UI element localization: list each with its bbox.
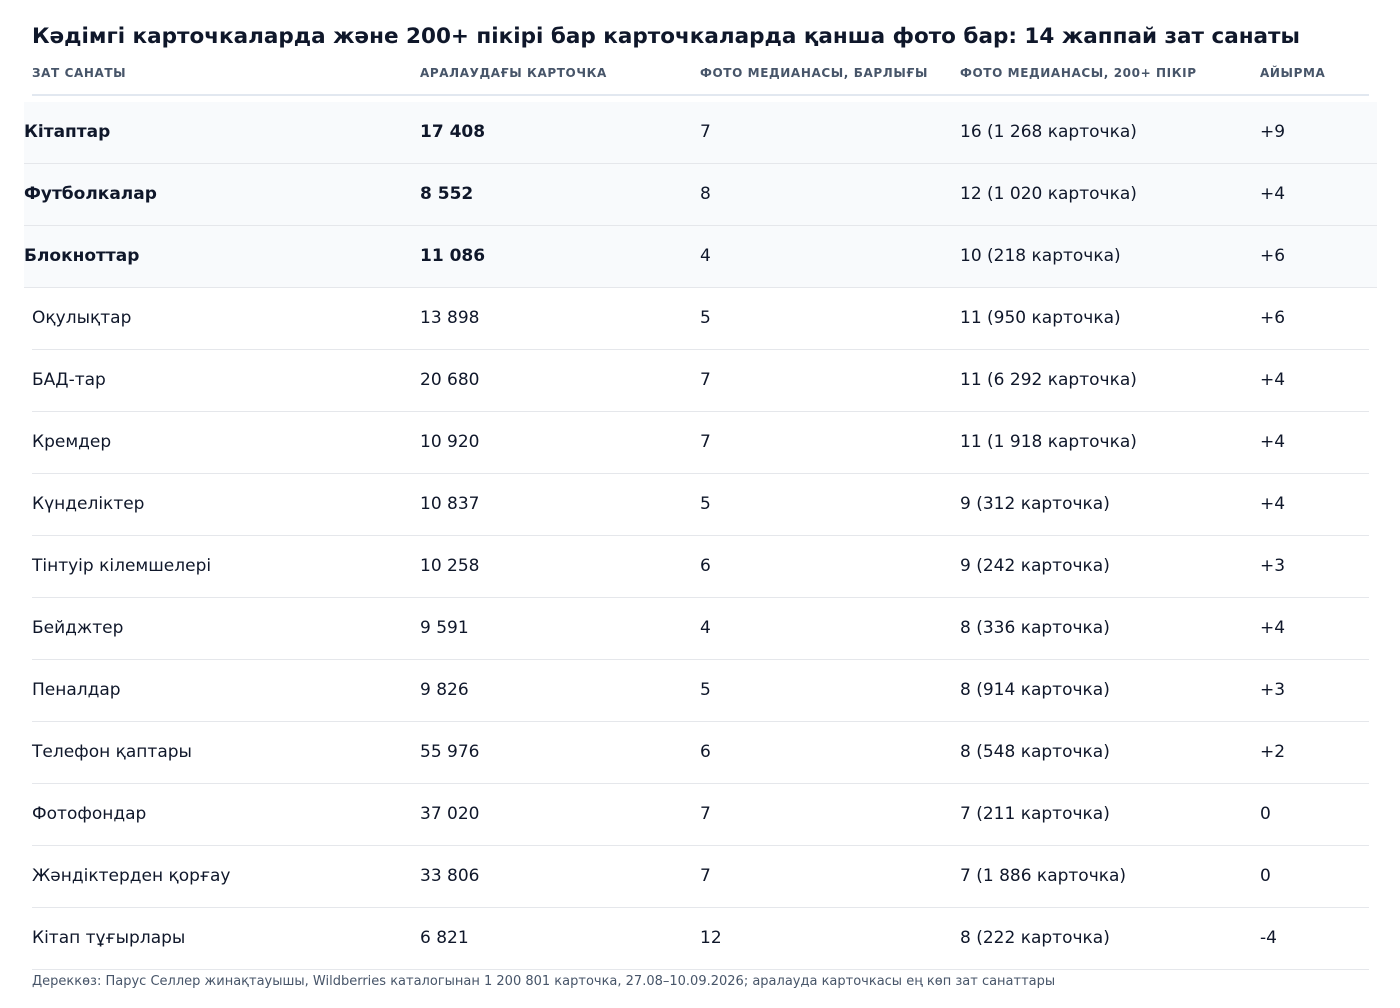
cell-diff: +4 bbox=[1260, 370, 1286, 390]
column-header-diff: АЙЫРМА bbox=[1260, 66, 1326, 80]
cell-median-200: 8 (222 карточка) bbox=[960, 928, 1110, 948]
cell-median-all: 5 bbox=[700, 308, 711, 328]
cell-diff: -4 bbox=[1260, 928, 1277, 948]
table-row: Жәндіктерден қорғау 33 806 7 7 (1 886 карто… bbox=[32, 846, 1369, 908]
cell-median-200: 7 (211 карточка) bbox=[960, 804, 1110, 824]
cell-median-all: 7 bbox=[700, 370, 711, 390]
cell-cards: 37 020 bbox=[420, 804, 480, 824]
cell-median-200: 8 (548 карточка) bbox=[960, 742, 1110, 762]
cell-cards: 8 552 bbox=[420, 184, 474, 204]
table-body: Кітаптар 17 408 7 16 (1 268 карточка) +9 Футб… bbox=[24, 102, 1377, 970]
cell-median-200: 9 (242 карточка) bbox=[960, 556, 1110, 576]
cell-median-200: 11 (1 918 карточка) bbox=[960, 432, 1137, 452]
cell-category: БАД-тар bbox=[32, 370, 106, 390]
cell-median-all: 7 bbox=[700, 804, 711, 824]
cell-cards: 9 826 bbox=[420, 680, 469, 700]
cell-category: Оқулықтар bbox=[32, 308, 132, 328]
cell-cards: 33 806 bbox=[420, 866, 480, 886]
cell-cards: 20 680 bbox=[420, 370, 480, 390]
cell-diff: +2 bbox=[1260, 742, 1286, 762]
cell-category: Жәндіктерден қорғау bbox=[32, 866, 231, 886]
cell-category: Пеналдар bbox=[32, 680, 121, 700]
cell-median-all: 8 bbox=[700, 184, 711, 204]
table-header: ЗАТ САНАТЫ АРАЛАУДАҒЫ КАРТОЧКА ФОТО МЕДИ… bbox=[32, 56, 1369, 96]
cell-diff: +3 bbox=[1260, 680, 1286, 700]
table-row: Футболкалар 8 552 8 12 (1 020 карточка) +4 bbox=[24, 164, 1377, 226]
cell-diff: +4 bbox=[1260, 184, 1286, 204]
cell-category: Кітаптар bbox=[24, 122, 111, 142]
cell-median-200: 12 (1 020 карточка) bbox=[960, 184, 1137, 204]
cell-diff: +4 bbox=[1260, 432, 1286, 452]
cell-diff: 0 bbox=[1260, 804, 1271, 824]
source-note: Дереккөз: Парус Селлер жинақтауышы, Wild… bbox=[32, 974, 1056, 989]
cell-category: Футболкалар bbox=[24, 184, 157, 204]
cell-cards: 10 258 bbox=[420, 556, 480, 576]
cell-category: Тінтуір кілемшелері bbox=[32, 556, 212, 576]
cell-median-all: 5 bbox=[700, 680, 711, 700]
cell-cards: 9 591 bbox=[420, 618, 469, 638]
cell-diff: +3 bbox=[1260, 556, 1286, 576]
cell-diff: +9 bbox=[1260, 122, 1286, 142]
cell-diff: +4 bbox=[1260, 618, 1286, 638]
table-row: Кітаптар 17 408 7 16 (1 268 карточка) +9 bbox=[24, 102, 1377, 164]
cell-cards: 10 837 bbox=[420, 494, 480, 514]
cell-category: Бейджтер bbox=[32, 618, 124, 638]
table-row: Күнделіктер 10 837 5 9 (312 карточка) +4 bbox=[32, 474, 1369, 536]
cell-median-200: 10 (218 карточка) bbox=[960, 246, 1121, 266]
table-card: Кәдімгі карточкаларда және 200+ пікірі б… bbox=[24, 22, 1377, 970]
table-row: Кремдер 10 920 7 11 (1 918 карточка) +4 bbox=[32, 412, 1369, 474]
cell-median-200: 8 (336 карточка) bbox=[960, 618, 1110, 638]
cell-category: Телефон қаптары bbox=[32, 742, 192, 762]
cell-median-all: 12 bbox=[700, 928, 722, 948]
table-row: Бейджтер 9 591 4 8 (336 карточка) +4 bbox=[32, 598, 1369, 660]
table-row: Кітап тұғырлары 6 821 12 8 (222 карточка) -4 bbox=[32, 908, 1369, 970]
cell-diff: 0 bbox=[1260, 866, 1271, 886]
table-row: БАД-тар 20 680 7 11 (6 292 карточка) +4 bbox=[32, 350, 1369, 412]
cell-cards: 6 821 bbox=[420, 928, 469, 948]
table-row: Блокноттар 11 086 4 10 (218 карточка) +6 bbox=[24, 226, 1377, 288]
cell-cards: 13 898 bbox=[420, 308, 480, 328]
cell-median-all: 7 bbox=[700, 432, 711, 452]
column-header-cards: АРАЛАУДАҒЫ КАРТОЧКА bbox=[420, 66, 607, 80]
column-header-category: ЗАТ САНАТЫ bbox=[32, 66, 127, 80]
cell-diff: +6 bbox=[1260, 246, 1286, 266]
cell-diff: +4 bbox=[1260, 494, 1286, 514]
cell-cards: 17 408 bbox=[420, 122, 486, 142]
cell-median-200: 11 (950 карточка) bbox=[960, 308, 1121, 328]
cell-category: Фотофондар bbox=[32, 804, 147, 824]
cell-median-200: 7 (1 886 карточка) bbox=[960, 866, 1127, 886]
column-header-median-all: ФОТО МЕДИАНАСЫ, БАРЛЫҒЫ bbox=[700, 66, 928, 80]
cell-median-200: 11 (6 292 карточка) bbox=[960, 370, 1137, 390]
table-row: Телефон қаптары 55 976 6 8 (548 карточка) +2 bbox=[32, 722, 1369, 784]
cell-median-all: 7 bbox=[700, 866, 711, 886]
cell-median-all: 6 bbox=[700, 556, 711, 576]
table-row: Тінтуір кілемшелері 10 258 6 9 (242 карточк… bbox=[32, 536, 1369, 598]
cell-median-200: 8 (914 карточка) bbox=[960, 680, 1110, 700]
cell-category: Күнделіктер bbox=[32, 494, 145, 514]
table-row: Пеналдар 9 826 5 8 (914 карточка) +3 bbox=[32, 660, 1369, 722]
column-header-median-200: ФОТО МЕДИАНАСЫ, 200+ ПІКІР bbox=[960, 66, 1197, 80]
cell-category: Блокноттар bbox=[24, 246, 140, 266]
cell-median-all: 5 bbox=[700, 494, 711, 514]
cell-cards: 55 976 bbox=[420, 742, 480, 762]
cell-median-200: 16 (1 268 карточка) bbox=[960, 122, 1137, 142]
cell-median-all: 6 bbox=[700, 742, 711, 762]
chart-title: Кәдімгі карточкаларда және 200+ пікірі б… bbox=[32, 24, 1300, 49]
cell-category: Кітап тұғырлары bbox=[32, 928, 186, 948]
cell-cards: 10 920 bbox=[420, 432, 480, 452]
cell-median-all: 4 bbox=[700, 246, 711, 266]
cell-median-200: 9 (312 карточка) bbox=[960, 494, 1110, 514]
table-row: Оқулықтар 13 898 5 11 (950 карточка) +6 bbox=[32, 288, 1369, 350]
cell-category: Кремдер bbox=[32, 432, 112, 452]
cell-diff: +6 bbox=[1260, 308, 1286, 328]
cell-median-all: 4 bbox=[700, 618, 711, 638]
cell-median-all: 7 bbox=[700, 122, 711, 142]
table-row: Фотофондар 37 020 7 7 (211 карточка) 0 bbox=[32, 784, 1369, 846]
cell-cards: 11 086 bbox=[420, 246, 486, 266]
